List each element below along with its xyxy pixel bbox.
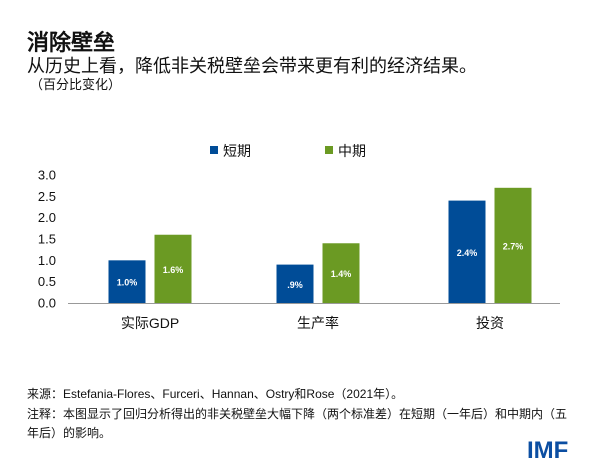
y-tick-label: 3.0	[38, 168, 56, 183]
bar-short-term	[448, 200, 486, 303]
bar-medium-term	[494, 187, 532, 303]
data-label: .9%	[287, 280, 303, 290]
bar-medium-term	[154, 234, 192, 303]
data-label: 2.4%	[457, 248, 478, 258]
y-tick-label: 1.0	[38, 253, 56, 268]
legend-label: 短期	[223, 143, 251, 159]
x-category-label: 投资	[476, 315, 504, 331]
data-label: 1.4%	[331, 269, 352, 279]
y-tick-label: 1.5	[38, 232, 56, 247]
y-tick-label: 0.0	[38, 296, 56, 311]
data-label: 2.7%	[503, 241, 524, 251]
chart-subtitle: 从历史上看，降低非关税壁垒会带来更有利的经济结果。	[27, 56, 477, 76]
source-text: 来源：Estefania-Flores、Furceri、Hannan、Ostry…	[27, 387, 404, 401]
y-tick-label: 0.5	[38, 274, 56, 289]
bar-medium-term	[322, 243, 360, 303]
legend-swatch	[210, 146, 218, 154]
y-tick-label: 2.0	[38, 210, 56, 225]
data-label: 1.0%	[117, 278, 138, 288]
note-text: 注释：本图显示了回归分析得出的非关税壁垒大幅下降（两个标准差）在短期（一年后）和…	[27, 407, 568, 440]
bar-short-term	[276, 264, 314, 303]
unit-label: （百分比变化）	[30, 77, 122, 92]
y-tick-label: 2.5	[38, 189, 56, 204]
bar-short-term	[108, 260, 146, 303]
legend-label: 中期	[338, 143, 366, 159]
imf-logo: IMF	[527, 437, 569, 464]
chart-title: 消除壁垒	[27, 30, 116, 55]
x-category-label: 实际GDP	[121, 315, 179, 331]
x-category-label: 生产率	[297, 315, 339, 331]
data-label: 1.6%	[163, 265, 184, 275]
legend-swatch	[325, 146, 333, 154]
